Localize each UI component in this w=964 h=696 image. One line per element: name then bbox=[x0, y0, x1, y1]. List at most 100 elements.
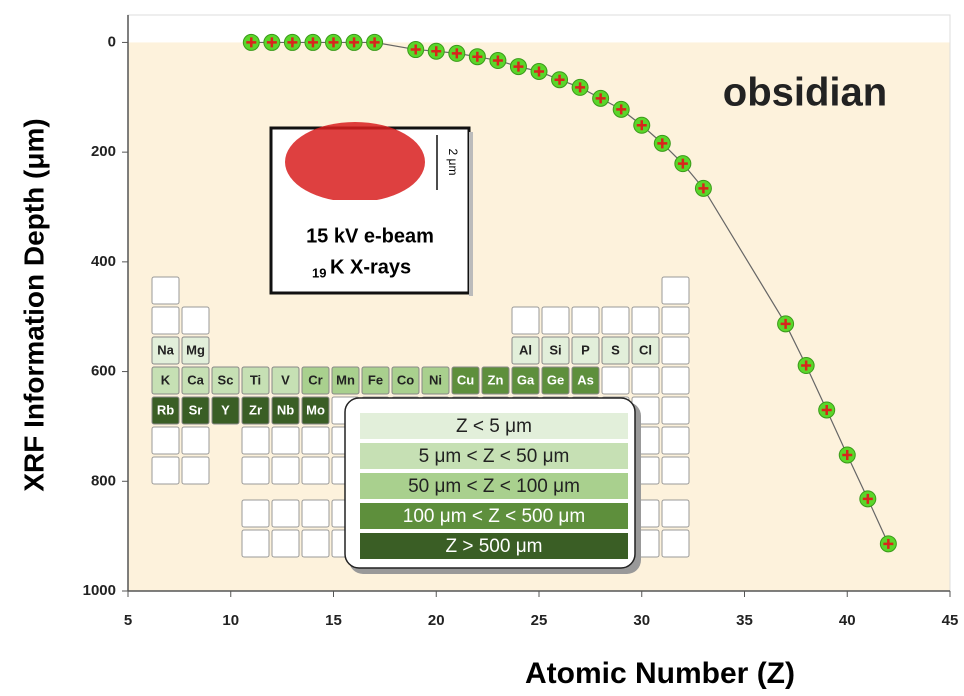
data-point bbox=[449, 45, 465, 61]
data-point bbox=[675, 156, 691, 172]
table-cell bbox=[152, 427, 179, 454]
element-symbol: Cr bbox=[308, 372, 322, 387]
table-cell bbox=[602, 307, 629, 334]
data-point bbox=[510, 59, 526, 75]
table-cell bbox=[272, 500, 299, 527]
x-tick-label: 45 bbox=[942, 612, 959, 629]
element-symbol: Al bbox=[519, 342, 532, 357]
element-symbol: Fe bbox=[368, 372, 383, 387]
table-cell bbox=[242, 500, 269, 527]
y-tick-label: 200 bbox=[91, 143, 116, 160]
data-point bbox=[880, 536, 896, 552]
element-symbol: Ni bbox=[429, 372, 442, 387]
data-point bbox=[367, 34, 383, 50]
legend-label: Z > 500 μm bbox=[445, 536, 542, 557]
element-symbol: Si bbox=[549, 342, 561, 357]
element-symbol: As bbox=[577, 372, 594, 387]
element-symbol: K bbox=[161, 372, 171, 387]
element-symbol: Y bbox=[221, 402, 230, 417]
table-cell bbox=[662, 397, 689, 424]
y-tick-label: 1000 bbox=[83, 582, 116, 599]
table-cell bbox=[662, 427, 689, 454]
table-cell bbox=[632, 367, 659, 394]
data-point bbox=[819, 402, 835, 418]
table-cell bbox=[632, 307, 659, 334]
element-symbol: Zr bbox=[249, 402, 262, 417]
element-symbol: Ge bbox=[547, 372, 564, 387]
data-point bbox=[305, 34, 321, 50]
legend-label: 5 μm < Z < 50 μm bbox=[419, 446, 570, 467]
table-cell bbox=[602, 367, 629, 394]
element-symbol: Ga bbox=[517, 372, 535, 387]
data-point bbox=[798, 358, 814, 374]
x-axis-title: Atomic Number (Z) bbox=[525, 657, 795, 690]
table-cell bbox=[302, 457, 329, 484]
y-tick-label: 800 bbox=[91, 472, 116, 489]
x-tick-label: 35 bbox=[736, 612, 753, 629]
data-point bbox=[839, 447, 855, 463]
data-point bbox=[860, 491, 876, 507]
table-cell bbox=[272, 530, 299, 557]
element-symbol: Ti bbox=[250, 372, 261, 387]
table-cell bbox=[182, 457, 209, 484]
element-symbol: Nb bbox=[277, 402, 294, 417]
element-symbol: Na bbox=[157, 342, 174, 357]
element-symbol: V bbox=[281, 372, 290, 387]
table-cell bbox=[662, 277, 689, 304]
data-point bbox=[243, 34, 259, 50]
element-symbol: Sr bbox=[189, 402, 203, 417]
data-point bbox=[408, 42, 424, 58]
element-symbol: P bbox=[581, 342, 590, 357]
data-point bbox=[428, 43, 444, 59]
data-point bbox=[572, 79, 588, 95]
table-cell bbox=[272, 427, 299, 454]
table-cell bbox=[302, 530, 329, 557]
table-cell bbox=[572, 307, 599, 334]
y-tick-label: 600 bbox=[91, 363, 116, 380]
y-axis-title: XRF Information Depth (μm) bbox=[18, 118, 49, 491]
table-cell bbox=[182, 427, 209, 454]
y-tick-label: 400 bbox=[91, 253, 116, 270]
table-cell bbox=[662, 337, 689, 364]
element-symbol: Co bbox=[397, 372, 414, 387]
x-tick-label: 30 bbox=[633, 612, 650, 629]
element-symbol: S bbox=[611, 342, 620, 357]
table-cell bbox=[152, 277, 179, 304]
element-symbol: Rb bbox=[157, 402, 174, 417]
table-cell bbox=[242, 457, 269, 484]
table-cell bbox=[272, 457, 299, 484]
element-symbol: Mo bbox=[306, 402, 325, 417]
inset-line1: 15 kV e-beam bbox=[306, 225, 434, 247]
element-symbol: Cu bbox=[457, 372, 474, 387]
table-cell bbox=[662, 530, 689, 557]
data-point bbox=[469, 49, 485, 65]
element-symbol: Mn bbox=[336, 372, 355, 387]
table-cell bbox=[662, 367, 689, 394]
data-point bbox=[490, 53, 506, 69]
y-tick-label: 0 bbox=[108, 33, 116, 50]
element-symbol: Cl bbox=[639, 342, 652, 357]
table-cell bbox=[662, 500, 689, 527]
chart: Atomic Number (Z) XRF Information Depth … bbox=[0, 0, 964, 696]
table-cell bbox=[662, 307, 689, 334]
table-cell bbox=[302, 427, 329, 454]
annotation: obsidian bbox=[723, 71, 887, 115]
legend-label: 100 μm < Z < 500 μm bbox=[403, 506, 585, 527]
data-point bbox=[264, 34, 280, 50]
beam-blob bbox=[285, 122, 425, 202]
data-point bbox=[531, 64, 547, 80]
table-cell bbox=[242, 530, 269, 557]
data-point bbox=[326, 34, 342, 50]
data-point bbox=[593, 90, 609, 106]
data-point bbox=[634, 117, 650, 133]
x-tick-label: 40 bbox=[839, 612, 856, 629]
legend-label: 50 μm < Z < 100 μm bbox=[408, 476, 580, 497]
table-cell bbox=[152, 307, 179, 334]
inset-shadow bbox=[469, 132, 473, 296]
table-cell bbox=[242, 427, 269, 454]
x-tick-label: 20 bbox=[428, 612, 445, 629]
inset-line2: K X-rays bbox=[330, 256, 411, 278]
table-cell bbox=[152, 457, 179, 484]
element-symbol: Sc bbox=[218, 372, 234, 387]
x-tick-label: 15 bbox=[325, 612, 342, 629]
